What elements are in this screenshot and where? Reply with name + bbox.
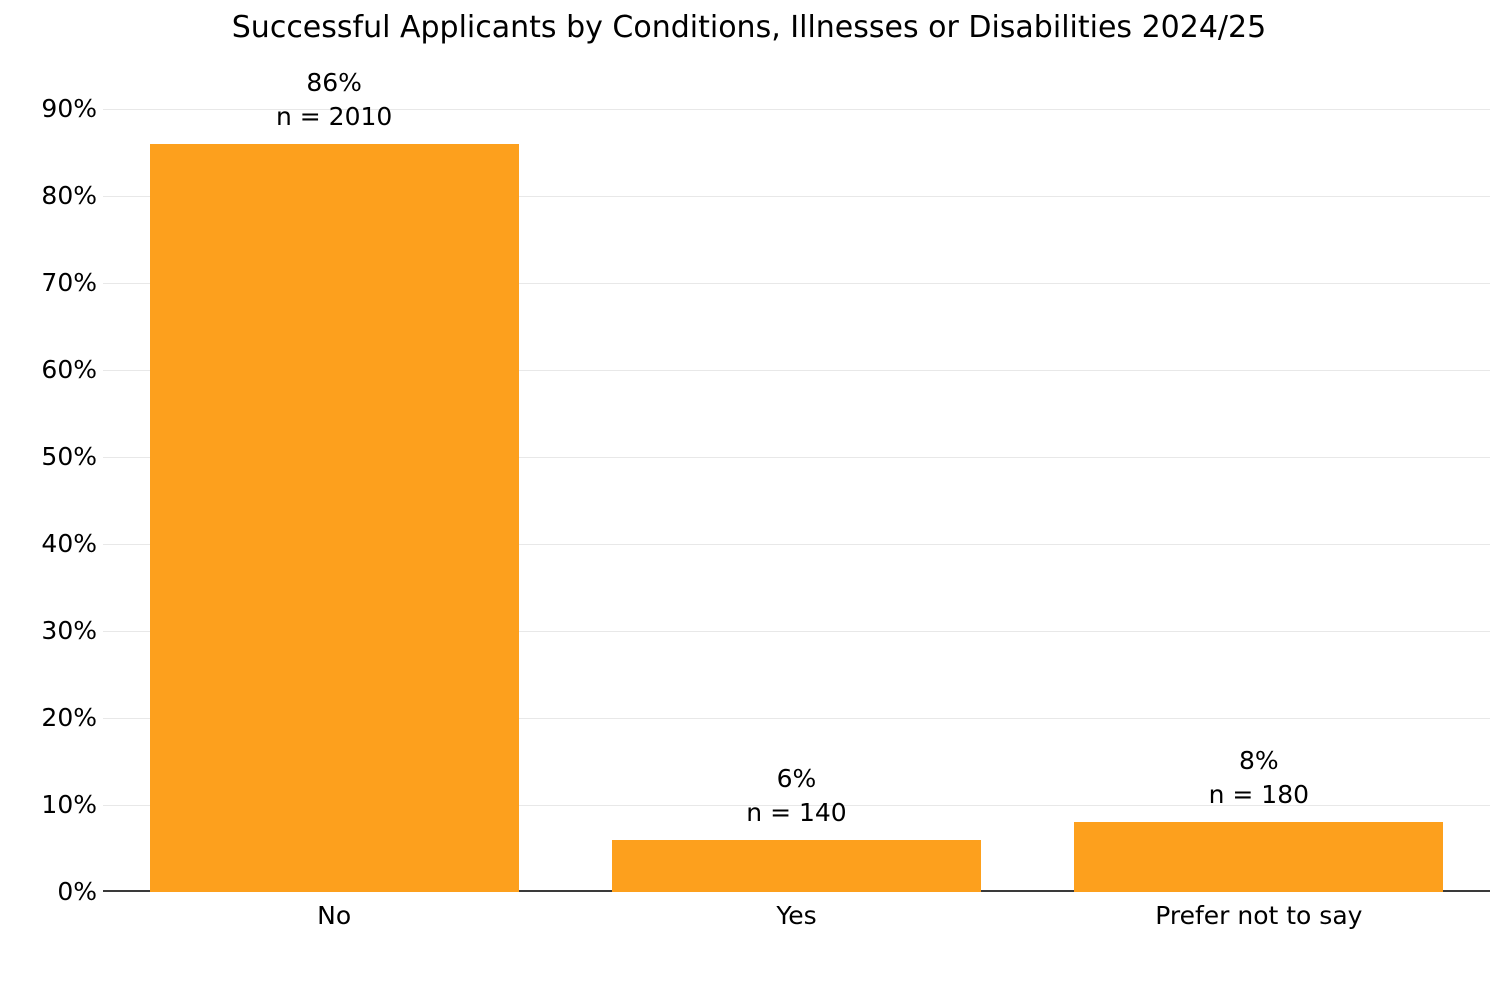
category-slot: 6% n = 140 Yes (565, 109, 1027, 930)
bar-label-group: 86% n = 2010 (103, 66, 565, 134)
gridline (103, 718, 1490, 720)
category-slot: 8% n = 180 Prefer not to say (1028, 109, 1490, 930)
category-slot: 86% n = 2010 No (103, 68, 565, 930)
x-category-label-text: Yes (776, 901, 817, 930)
y-tick-label: 70% (41, 268, 97, 297)
y-tick-label: 30% (41, 616, 97, 645)
y-tick-label: 80% (41, 181, 97, 210)
plot-area: 86% n = 2010 No 6% n = 140 Yes 8% n = 180 Prefer… (103, 68, 1490, 930)
bar (612, 839, 981, 892)
bar (1074, 822, 1444, 892)
bar-count-label: n = 180 (1208, 780, 1310, 810)
bar-value-label: 8% (1238, 746, 1279, 776)
x-category-label: No (103, 898, 565, 934)
x-category-label-text: No (317, 901, 352, 930)
y-tick-label: 0% (57, 877, 97, 906)
y-tick-label: 90% (41, 94, 97, 123)
bar-count-label: n = 2010 (276, 101, 393, 131)
bar (149, 143, 519, 892)
gridline (103, 283, 1490, 284)
gridline (103, 109, 1490, 110)
bar-value-label: 6% (776, 763, 817, 793)
bar-label-group: 8% n = 180 (1028, 744, 1490, 812)
gridline (103, 457, 1490, 458)
x-category-label: Yes (565, 898, 1027, 934)
y-tick-label: 10% (41, 790, 97, 819)
y-tick-label: 20% (41, 703, 97, 732)
y-tick-label: 60% (41, 355, 97, 384)
y-tick-label: 50% (41, 442, 97, 471)
bar-label-group: 6% n = 140 (565, 762, 1027, 830)
gridline (103, 196, 1490, 198)
x-category-label-text: Prefer not to say (1155, 901, 1363, 930)
gridline (103, 370, 1490, 372)
gridline (103, 544, 1490, 546)
gridline (103, 805, 1490, 807)
bar-value-label: 86% (306, 67, 362, 97)
bar-count-label: n = 140 (746, 797, 847, 827)
x-category-label: Prefer not to say (1028, 898, 1490, 934)
chart-title: Successful Applicants by Conditions, Ill… (231, 10, 1267, 45)
y-tick-label: 40% (41, 529, 97, 558)
gridline (103, 631, 1490, 633)
